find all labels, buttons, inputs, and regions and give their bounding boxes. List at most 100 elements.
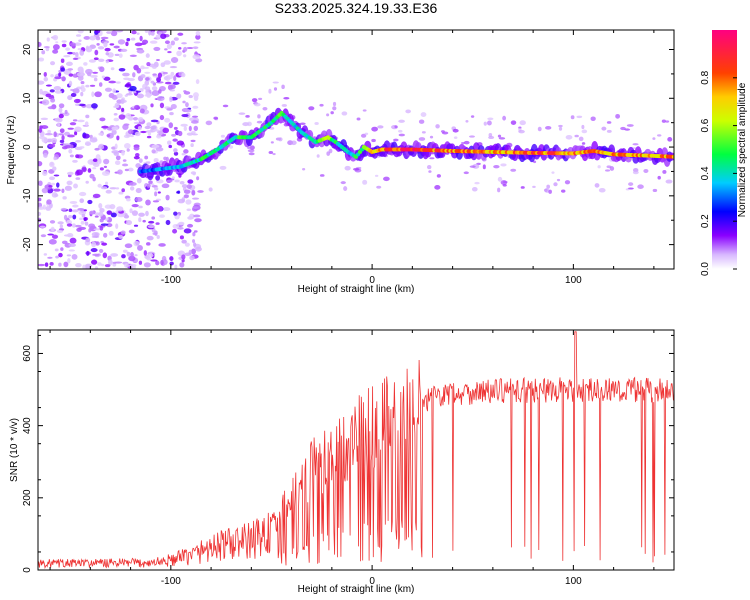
spectrogram-noise-speckle [102,252,108,259]
spectrogram-noise-speckle [170,40,176,46]
spectrogram-noise-speckle [76,72,85,77]
spectrogram-noise-speckle [79,198,85,204]
spectrogram-faint-speckle [228,145,234,149]
spectrogram-noise-speckle [99,167,104,171]
spectrogram-noise-speckle [136,93,144,99]
spectrogram-faint-speckle [405,109,411,114]
chart-title: S233.2025.324.19.33.E36 [275,0,438,16]
spectrogram-noise-speckle [151,86,158,91]
spectrogram-noise-speckle [121,107,125,112]
spectrogram-noise-speckle [41,50,46,55]
spectrogram-faint-speckle [256,120,263,124]
spectrogram-noise-speckle [38,263,46,267]
spectrogram-noise-speckle [49,220,56,224]
spectrogram-noise-speckle [86,250,90,256]
spectrogram-noise-speckle [68,249,76,252]
spectrogram-noise-speckle [52,49,59,54]
spectrogram-noise-speckle [135,90,141,93]
spectrogram-noise-speckle [155,222,160,225]
snr-y-ticks: 0 200 400 600 [22,334,674,573]
spectrogram-noise-speckle [139,35,143,42]
spectrogram-noise-speckle [178,46,182,50]
spectrogram-noise-speckle [133,146,140,151]
spectrogram-noise-speckle [63,214,68,221]
spectrogram-noise-speckle [131,210,139,216]
spectrogram-noise-speckle [192,206,199,210]
spectrogram-faint-speckle [249,145,255,151]
spectrogram-y-tick-label: 10 [22,92,33,104]
spectrogram-noise-speckle [129,186,135,191]
spectrogram-noise-speckle [90,248,98,253]
spectrogram-noise-speckle [115,223,119,229]
spectrogram-noise-speckle [171,176,175,179]
spectrogram-noise-speckle [72,88,80,94]
spectrogram-ridge-cell [671,154,674,159]
spectrogram-noise-speckle [183,189,191,194]
spectrogram-noise-speckle [68,243,76,247]
spectrogram-frame [37,29,675,270]
spectrogram-noise-speckle [89,74,98,78]
spectrogram-noise-speckle [181,113,189,118]
spectrogram-noise-speckle [42,170,48,176]
spectrogram-noise-speckle [48,143,56,148]
spectrogram-noise-speckle [92,162,100,168]
spectrogram-noise-speckle [133,240,140,247]
spectrogram-faint-speckle [197,190,204,193]
spectrogram-noise-speckle [134,197,143,202]
spectrogram-noise-speckle [83,36,91,40]
spectrogram-noise-speckle [148,253,154,258]
spectrogram-noise-speckle [63,131,70,136]
spectrogram-faint-speckle [420,112,427,117]
spectrogram-noise-speckle [137,117,144,123]
spectrogram-noise-speckle [154,191,158,197]
spectrogram-noise-speckle [109,43,115,46]
spectrogram-noise-speckle [183,91,191,95]
spectrogram-noise-speckle [152,129,160,132]
spectrogram-noise-speckle [158,205,163,212]
spectrogram-noise-speckle [63,261,69,268]
spectrogram-noise-speckle [144,30,149,34]
spectrogram-y-label: Frequency (Hz) [6,116,17,185]
spectrogram-noise-speckle [157,191,161,194]
spectrogram-faint-speckle [273,87,278,91]
spectrogram-noise-speckle [122,249,128,253]
spectrogram-noise-speckle [91,241,97,248]
spectrogram-noise-speckle [69,42,76,47]
spectrogram-faint-speckle [208,187,213,192]
spectrogram-noise-speckle [100,223,109,226]
spectrogram-noise-speckle [188,95,193,99]
spectrogram-faint-speckle [652,137,656,140]
spectrogram-noise-speckle [152,73,157,76]
spectrogram-noise-speckle [62,196,67,200]
spectrogram-faint-speckle [377,125,384,129]
spectrogram-noise-speckle [71,254,78,260]
spectrogram-noise-speckle [166,179,173,183]
spectrogram-noise-speckle [94,30,101,34]
spectrogram-noise-speckle [101,171,110,176]
spectrogram-noise-speckle [53,174,60,177]
spectrogram-faint-speckle [343,186,348,192]
spectrogram-noise-speckle [195,58,203,63]
spectrogram-noise-speckle [43,152,48,158]
spectrogram-faint-speckle [605,169,611,172]
spectrogram-noise-speckle [114,160,121,166]
spectrogram-noise-speckle [47,233,54,236]
spectrogram-faint-speckle [510,120,517,125]
spectrogram-noise-speckle [138,212,145,217]
spectrogram-noise-speckle [155,34,161,40]
spectrogram-faint-speckle [344,165,351,171]
spectrogram-noise-speckle [115,187,120,190]
spectrogram-noise-speckle [151,216,156,220]
spectrogram-faint-speckle [281,103,288,107]
spectrogram-noise-speckle [93,57,99,61]
spectrogram-noise-speckle [149,40,158,44]
spectrogram-noise-speckle [89,35,97,41]
spectrogram-noise-speckle [164,48,168,51]
spectrogram-noise-speckle [115,30,124,33]
spectrogram-noise-speckle [60,247,64,251]
spectrogram-noise-speckle [144,71,151,74]
spectrogram-noise-speckle [79,146,85,149]
spectrogram-noise-speckle [124,83,132,87]
spectrogram-noise-speckle [192,172,196,176]
spectrogram-faint-speckle [328,148,333,154]
